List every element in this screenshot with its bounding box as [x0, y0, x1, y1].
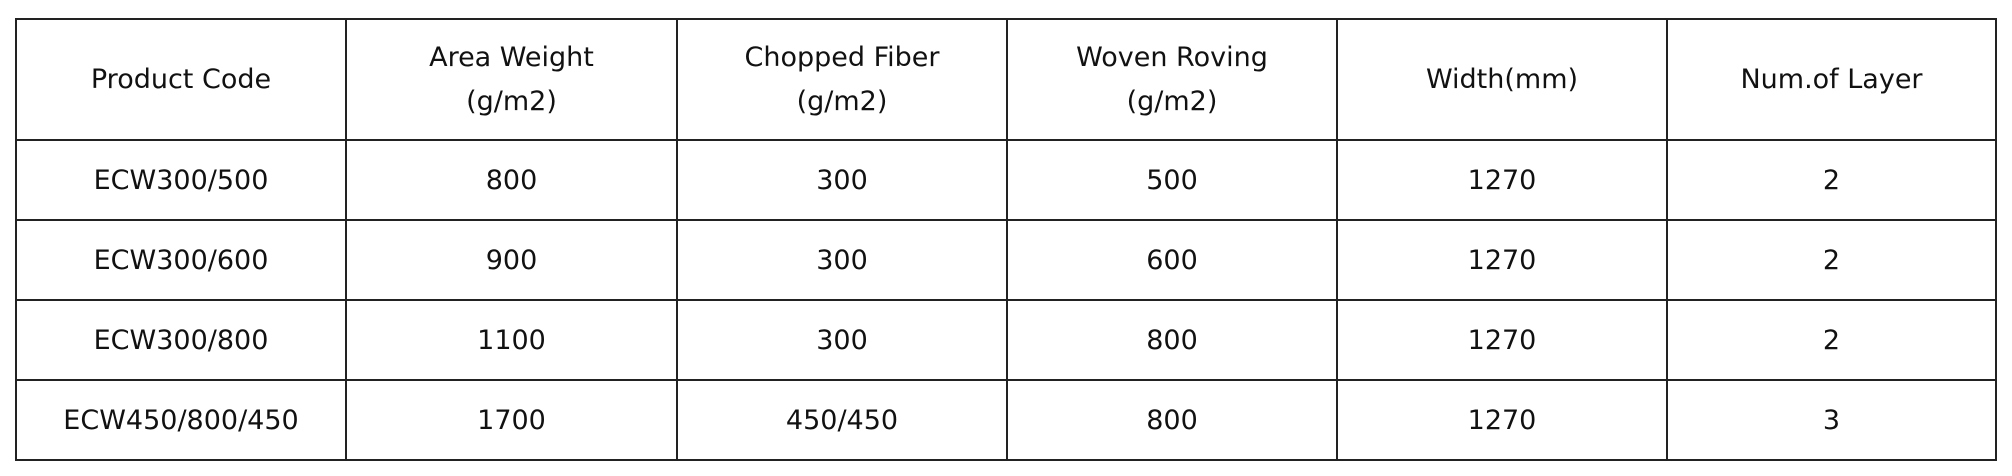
table-cell: 2: [1666, 299, 1997, 381]
table-cell: 1700: [345, 379, 678, 461]
table-cell: 1270: [1336, 299, 1668, 381]
header-cell: Product Code: [15, 18, 347, 141]
table-cell: ECW300/500: [15, 139, 347, 221]
table-cell: ECW300/600: [15, 219, 347, 301]
table-cell: ECW450/800/450: [15, 379, 347, 461]
header-text: Chopped Fiber: [744, 41, 940, 73]
table-row: ECW450/800/450 1700 450/450 800 1270 3: [15, 379, 1997, 461]
table-cell: 1270: [1336, 379, 1668, 461]
table-cell: 800: [1006, 299, 1338, 381]
table-cell: 3: [1666, 379, 1997, 461]
table-cell: 300: [676, 139, 1008, 221]
table-body: ECW300/500 800 300 500 1270 2 ECW300/600 900 300…: [15, 139, 1997, 461]
table-cell: 800: [345, 139, 678, 221]
table-cell: 800: [1006, 379, 1338, 461]
header-text: (g/m2): [466, 85, 557, 117]
table-cell: 1100: [345, 299, 678, 381]
header-row: Product Code Area Weight (g/m2) Chopped Fib…: [15, 18, 1997, 141]
table-cell: ECW300/800: [15, 299, 347, 381]
table-cell: 900: [345, 219, 678, 301]
table-cell: 2: [1666, 219, 1997, 301]
table-row: ECW300/600 900 300 600 1270 2: [15, 219, 1997, 301]
header-text: Area Weight: [429, 41, 594, 73]
header-cell: Chopped Fiber (g/m2): [676, 18, 1008, 141]
table-cell: 450/450: [676, 379, 1008, 461]
table-cell: 2: [1666, 139, 1997, 221]
header-cell: Num.of Layer: [1666, 18, 1997, 141]
table-cell: 500: [1006, 139, 1338, 221]
header-text: (g/m2): [796, 85, 888, 117]
header-text: Product Code: [90, 63, 272, 95]
header-text: Num.of Layer: [1740, 63, 1923, 95]
table-cell: 300: [676, 299, 1008, 381]
header-cell: Area Weight (g/m2): [345, 18, 678, 141]
table-cell: 1270: [1336, 139, 1668, 221]
header-text: Width(mm): [1425, 63, 1579, 95]
table-cell: 1270: [1336, 219, 1668, 301]
table-row: ECW300/500 800 300 500 1270 2: [15, 139, 1997, 221]
header-text: Woven Roving: [1076, 41, 1268, 73]
table-cell: 600: [1006, 219, 1338, 301]
table-row: ECW300/800 1100 300 800 1270 2: [15, 299, 1997, 381]
header-text: (g/m2): [1126, 85, 1218, 117]
header-cell: Width(mm): [1336, 18, 1668, 141]
spec-table: Product Code Area Weight (g/m2) Chopped Fib…: [15, 18, 1997, 461]
header-cell: Woven Roving (g/m2): [1006, 18, 1338, 141]
table-cell: 300: [676, 219, 1008, 301]
